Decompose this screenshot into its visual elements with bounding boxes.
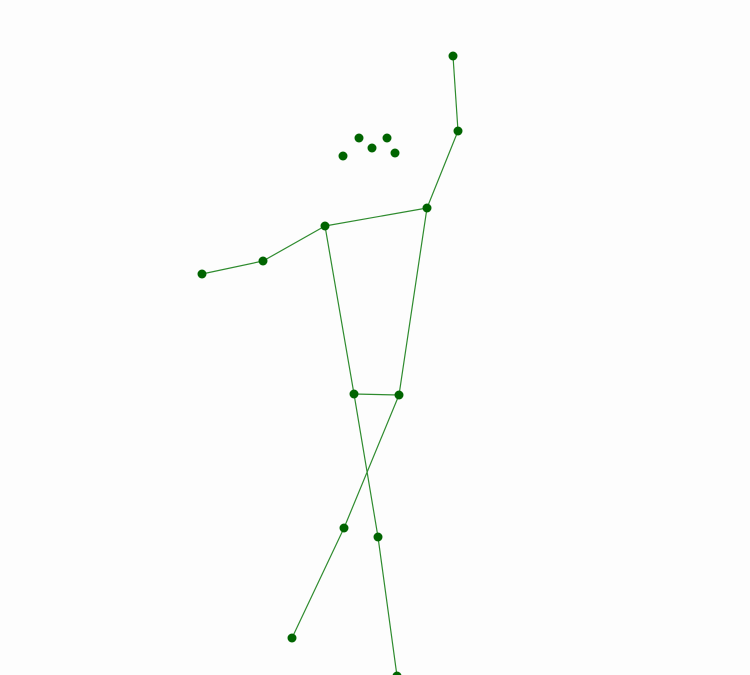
joint-right-hip xyxy=(394,390,404,400)
joint-left-hip xyxy=(349,389,359,399)
bone-left-hip-to-right-hip xyxy=(353,393,400,396)
bones-layer xyxy=(201,55,459,675)
joint-right-shoulder xyxy=(422,203,432,213)
joints-layer xyxy=(197,51,463,675)
joint-left-shoulder xyxy=(320,221,330,231)
joint-nose xyxy=(367,143,377,153)
bone-left-wrist-to-left-elbow xyxy=(201,260,264,275)
joint-left-knee xyxy=(373,532,383,542)
joint-right-wrist xyxy=(448,51,458,61)
joint-right-ear xyxy=(390,148,400,158)
joint-right-eye xyxy=(382,133,392,143)
bone-right-knee-to-right-ankle xyxy=(291,527,345,639)
joint-right-ankle xyxy=(287,633,297,643)
bone-right-hip-to-right-knee xyxy=(343,394,400,529)
joint-left-elbow xyxy=(258,256,268,266)
joint-left-ankle xyxy=(392,671,402,675)
bone-right-shoulder-to-right-elbow xyxy=(426,130,459,209)
bone-right-elbow-to-right-wrist xyxy=(452,55,459,132)
joint-left-eye xyxy=(354,133,364,143)
bone-left-shoulder-to-right-shoulder xyxy=(324,207,428,227)
bone-right-shoulder-to-right-hip xyxy=(398,207,428,396)
joint-left-ear xyxy=(338,151,348,161)
bone-left-hip-to-left-knee xyxy=(353,393,379,538)
joint-right-elbow xyxy=(453,126,463,136)
bone-left-elbow-to-left-shoulder xyxy=(262,225,326,262)
joint-right-knee xyxy=(339,523,349,533)
joint-left-wrist xyxy=(197,269,207,279)
bone-left-shoulder-to-left-hip xyxy=(324,225,355,395)
bone-left-knee-to-left-ankle xyxy=(377,536,398,675)
